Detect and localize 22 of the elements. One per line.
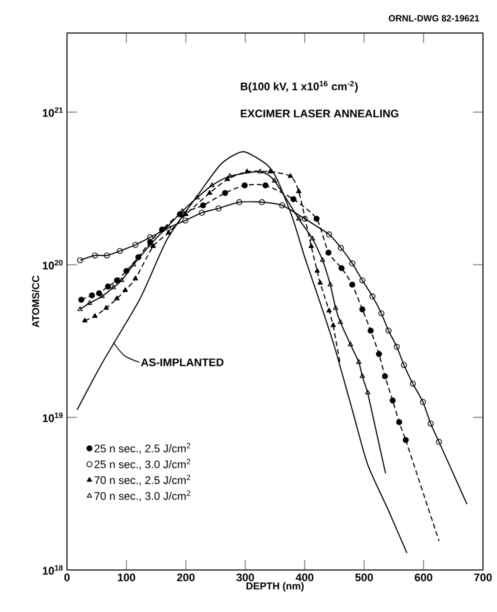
y-axis-title: ATOMS/CC (32, 276, 40, 328)
text: ORNL-DWG 82-19621 (388, 15, 480, 22)
text: B(100 kV, 1 x10$^{16}$ cm$^{-2}$) (240, 80, 358, 92)
x-tick-label: 0 (64, 574, 70, 582)
x-axis-title: DEPTH (nm) (246, 582, 304, 592)
x-tick-label: 300 (236, 574, 254, 582)
x-tick-label: 400 (296, 574, 314, 582)
x-tick-label: 200 (177, 574, 195, 582)
text: EXCIMER LASER ANNEALING (240, 110, 398, 118)
legend-label: 70 n sec., 3.0 J/cm$^{2}$ (94, 490, 190, 502)
x-tick-label: 700 (474, 574, 492, 582)
x-tick-label: 100 (118, 574, 136, 582)
y-tick-label: 10$^{19}$ (42, 412, 63, 422)
legend-label: 70 n sec., 2.5 J/cm$^{2}$ (94, 474, 190, 486)
y-tick-label: 10$^{18}$ (42, 565, 63, 575)
x-tick-label: 500 (355, 574, 373, 582)
legend-label: 25 n sec., 2.5 J/cm$^{2}$ (94, 442, 190, 454)
y-tick-label: 10$^{20}$ (42, 260, 63, 270)
x-tick-label: 600 (414, 574, 432, 582)
annotation: AS-IMPLANTED (141, 358, 224, 366)
y-tick-label: 10$^{21}$ (42, 107, 63, 117)
legend-label: 25 n sec., 3.0 J/cm$^{2}$ (94, 458, 190, 470)
